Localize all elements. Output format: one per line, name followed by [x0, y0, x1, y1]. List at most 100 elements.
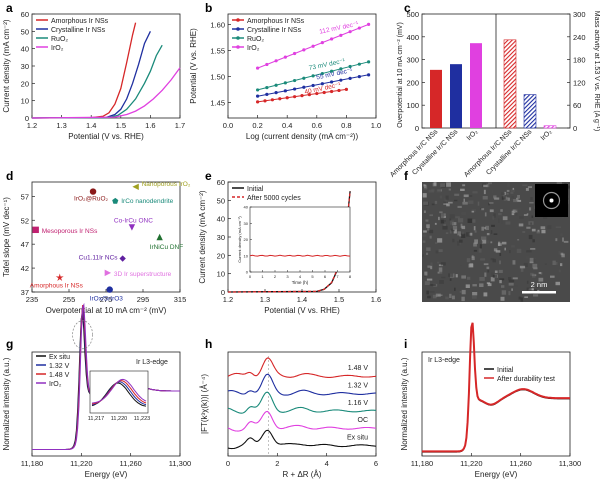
panel-f-texture-speck — [453, 229, 457, 234]
panel-c-bar-overpotential — [430, 69, 442, 128]
panel-f-scale-bar — [522, 291, 556, 294]
panel-f-texture-speck — [505, 221, 511, 225]
panel-f-texture-speck — [480, 258, 486, 261]
panel-f-texture-speck — [536, 286, 539, 288]
panel-b-data-point — [311, 74, 315, 78]
panel-f-texture-speck — [430, 262, 433, 266]
panel-b-data-point — [293, 78, 297, 83]
panel-d-ytick-label: 57 — [21, 192, 29, 201]
panel-f-texture-speck — [453, 199, 458, 202]
panel-b-data-point — [344, 87, 348, 91]
panel-f-texture-speck — [512, 284, 518, 288]
panel-f-texture-speck — [532, 282, 538, 287]
panel-f-texture-speck — [528, 217, 534, 221]
panel-f-fft-ring — [542, 191, 561, 210]
panel-f-texture-speck — [491, 224, 495, 227]
panel-f-texture-speck — [478, 248, 482, 253]
panel-f-texture-speck — [429, 235, 432, 239]
panel-label-e: e — [205, 169, 212, 183]
panel-f-texture-speck — [517, 195, 520, 199]
panel-h-xtick-label: 0 — [226, 459, 230, 468]
panel-f-texture-speck — [422, 234, 427, 237]
panel-f-texture-speck — [522, 231, 526, 233]
panel-e-xtick-label: 1.6 — [371, 295, 381, 304]
panel-a-xtick-label: 1.7 — [175, 121, 185, 130]
panel-f-texture-speck — [448, 273, 454, 277]
panel-f-texture-speck — [434, 222, 437, 225]
panel-f-texture-speck — [457, 205, 462, 208]
panel-f-texture-speck — [558, 269, 561, 273]
panel-f-texture-speck — [524, 296, 528, 298]
panel-i-edge-title: Ir L3-edge — [428, 357, 460, 364]
panel-f-texture-speck — [513, 199, 519, 203]
panel-f-texture-speck — [468, 200, 474, 204]
panel-c-category-label: IrO₂ — [540, 128, 554, 142]
panel-f-texture-speck — [516, 199, 522, 202]
panel-f-texture-speck — [461, 275, 466, 279]
panel-f-texture-speck — [555, 281, 560, 286]
panel-b-data-point — [256, 94, 260, 98]
panel-f-texture-speck — [467, 218, 473, 223]
panel-b-data-point — [293, 95, 297, 99]
panel-g-xlabel: Energy (eV) — [85, 470, 128, 479]
panel-f-texture-speck — [484, 272, 487, 277]
panel-f-texture-speck — [454, 231, 460, 235]
panel-f-texture-speck — [494, 270, 498, 273]
panel-b-ytick-label: 1.60 — [210, 20, 225, 29]
panel-d-marker — [132, 183, 139, 190]
panel-f-texture-speck — [477, 201, 480, 206]
panel-b-data-point — [357, 26, 361, 30]
panel-g-xtick-label: 11,300 — [169, 459, 191, 468]
panel-f-texture-speck — [479, 283, 484, 287]
panel-a-xtick-label: 1.5 — [116, 121, 126, 130]
panel-b-xtick-label: 0.6 — [312, 121, 322, 130]
panel-f-texture-speck — [489, 209, 494, 213]
panel-a-legend-label: Crystalline Ir NSs — [51, 27, 106, 34]
panel-b-legend-marker — [236, 36, 240, 40]
panel-f-texture-speck — [502, 216, 508, 221]
panel-g-legend-label: 1.32 V — [49, 363, 70, 370]
panel-f-texture-speck — [440, 262, 446, 266]
panel-d-point-label: Cu1.11Ir NCs — [79, 255, 119, 262]
panel-b-data-point — [265, 85, 269, 90]
panel-b-data-point — [274, 59, 278, 63]
panel-c-bar-overpotential — [450, 64, 462, 128]
panel-b-data-point — [302, 76, 306, 80]
panel-f-texture-speck — [443, 203, 448, 205]
panel-c-ylabel-right: Mass activity at 1.53 V vs. RHE (A g⁻¹) — [593, 11, 600, 131]
panel-f-texture-speck — [523, 214, 528, 216]
panel-f-texture-speck — [442, 225, 448, 230]
panel-b-data-point — [256, 88, 260, 92]
panel-h-ft-curve — [227, 391, 376, 414]
panel-f-texture-speck — [552, 262, 558, 265]
panel-f-texture-speck — [512, 187, 515, 190]
panel-e-xtick-label: 1.3 — [260, 295, 270, 304]
panel-f-texture-speck — [471, 295, 477, 299]
panel-e-ylabel: Current density (mA cm⁻²) — [198, 190, 207, 283]
panel-b-data-point — [274, 91, 278, 95]
panel-f-texture-speck — [526, 213, 529, 216]
panel-f-texture-speck — [462, 184, 466, 187]
panel-f-texture-speck — [501, 285, 505, 288]
panel-f-texture-speck — [428, 189, 434, 193]
panel-i-xtick-label: 11,220 — [460, 459, 482, 468]
panel-f-texture-speck — [429, 290, 435, 293]
panel-b-xtick-label: 0.2 — [252, 121, 262, 130]
panel-e-xtick-label: 1.4 — [297, 295, 307, 304]
panel-b-data-point — [348, 76, 352, 80]
panel-d-xtick-label: 295 — [137, 295, 150, 304]
panel-f-texture-speck — [467, 276, 471, 280]
panel-b-legend-marker — [236, 18, 240, 22]
panel-e-inset-xtick-label: 2 — [274, 274, 277, 279]
panel-d-ytick-label: 42 — [21, 264, 29, 273]
panel-f-texture-speck — [487, 184, 490, 188]
panel-c-bar-overpotential — [470, 43, 482, 128]
panel-e-inset-ytick-label: 30 — [244, 221, 249, 226]
panel-c-bar-mass-activity — [503, 39, 517, 129]
panel-h-ft-curve — [227, 429, 377, 450]
panel-f-texture-speck — [483, 292, 488, 297]
panel-f-texture-speck — [435, 242, 438, 244]
panel-f-texture-speck — [466, 232, 471, 237]
panel-f-texture-speck — [457, 241, 460, 246]
panel-f-texture-speck — [457, 231, 461, 236]
